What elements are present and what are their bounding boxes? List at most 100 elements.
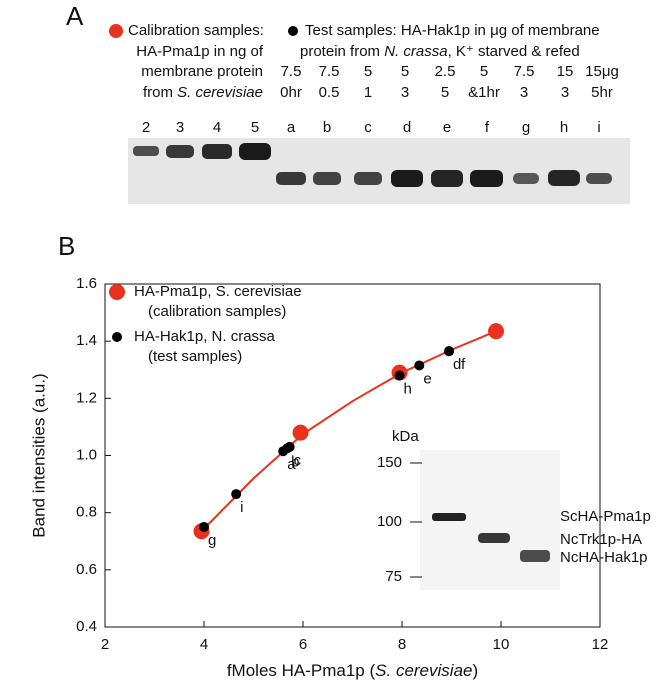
legend-dot [109, 24, 123, 38]
point [284, 441, 295, 452]
point [199, 521, 209, 532]
x-tick-label: 2 [101, 636, 109, 653]
point [394, 370, 405, 381]
column-label: 7.5 [514, 63, 535, 80]
column-label: 3 [561, 84, 569, 101]
lane-label: 3 [176, 119, 184, 136]
column-label: 15μg [585, 63, 619, 80]
text-segment: Calibration samples: [128, 22, 264, 39]
legend-label: HA-Hak1p, N. crassa [134, 328, 276, 345]
text-segment: HA-Pma1p in ng of [136, 43, 264, 60]
text-line: HA-Pma1p in ng of [136, 43, 264, 60]
y-tick-label: 1.2 [76, 389, 97, 406]
legend-description: (calibration samples) [148, 303, 286, 320]
point-label: f [461, 356, 466, 373]
column-label: 7.5 [281, 63, 302, 80]
legend-label: HA-Pma1p, S. cerevisiae [134, 283, 302, 300]
column-label: 15 [557, 63, 574, 80]
point-label: b [291, 453, 299, 470]
legend-dot [288, 26, 298, 36]
lane-label: e [443, 119, 451, 136]
point-label: e [423, 370, 431, 387]
y-axis-label: Band intensities (a.u.) [29, 373, 48, 537]
lane-label: f [485, 119, 490, 136]
inset-band-label: NcTrk1p-HA [560, 531, 642, 548]
lane-label: i [597, 119, 600, 136]
inset-unit: kDa [392, 428, 419, 445]
lane-label: d [403, 119, 411, 136]
text-line: Test samples: HA-Hak1p in μg of membrane [305, 22, 600, 39]
text-segment: Test samples: HA-Hak1p in μg of membrane [305, 22, 600, 39]
point-label: g [208, 532, 216, 549]
column-label: 5 [441, 84, 449, 101]
text-segment: ) [472, 661, 478, 680]
inset-bands [432, 513, 550, 562]
point [292, 424, 309, 441]
text-segment: protein from [300, 43, 384, 60]
text-line: from S. cerevisiae [143, 84, 263, 101]
text-segment: S. cerevisiae [177, 84, 263, 101]
column-label: 0.5 [319, 84, 340, 101]
lane-label: 5 [251, 119, 259, 136]
panel-label: B [58, 231, 75, 261]
text-line: Calibration samples: [128, 22, 264, 39]
column-label: 7.5 [319, 63, 340, 80]
point [488, 323, 505, 340]
lane-label: h [560, 119, 568, 136]
text-segment: N. crassa [384, 43, 447, 60]
y-tick-label: 0.6 [76, 561, 97, 578]
text-segment: , K⁺ starved & refed [448, 43, 580, 60]
y-tick-label: 0.4 [76, 618, 97, 635]
column-label: 5 [401, 63, 409, 80]
column-label: 5 [364, 63, 372, 80]
point [414, 360, 425, 371]
column-label: 3 [520, 84, 528, 101]
legend-description: (test samples) [148, 348, 242, 365]
x-tick-label: 10 [493, 636, 510, 653]
column-label: 3 [401, 84, 409, 101]
y-tick-label: 1.6 [76, 275, 97, 292]
panel-label: A [66, 1, 84, 31]
inset-marker: 100 [377, 513, 402, 530]
y-tick-label: 1.0 [76, 446, 97, 463]
x-tick-label: 8 [398, 636, 406, 653]
point-label: d [453, 356, 461, 373]
point-label: h [404, 380, 412, 397]
point-label: i [240, 499, 243, 516]
text-segment: S. cerevisiae [375, 661, 472, 680]
lane-label: g [522, 119, 530, 136]
text-line: fMoles HA-Pma1p (S. cerevisiae) [227, 661, 478, 680]
x-tick-label: 4 [200, 636, 208, 653]
y-tick-label: 0.8 [76, 504, 97, 521]
lane-label: b [323, 119, 331, 136]
text-line: membrane protein [141, 63, 263, 80]
point-label: a [287, 456, 296, 473]
blot-bands [133, 143, 612, 187]
column-label: &1hr [468, 84, 500, 101]
column-label: 0hr [280, 84, 302, 101]
legend-marker [112, 332, 122, 342]
column-label: 1 [364, 84, 372, 101]
lane-label: 4 [213, 119, 221, 136]
column-label: 5 [480, 63, 488, 80]
y-tick-label: 1.4 [76, 332, 97, 349]
x-tick-label: 6 [299, 636, 307, 653]
inset-marker: 150 [377, 454, 402, 471]
inset-marker: 75 [385, 568, 402, 585]
lane-label: c [364, 119, 372, 136]
point [444, 346, 455, 357]
legend-marker [109, 284, 125, 300]
column-label: 2.5 [435, 63, 456, 80]
text-segment: membrane protein [141, 63, 263, 80]
point-label: c [294, 452, 302, 469]
x-tick-label: 12 [592, 636, 609, 653]
column-label: 5hr [591, 84, 613, 101]
inset-band-label: NcHA-Hak1p [560, 549, 648, 566]
point [231, 489, 242, 500]
inset-band-label: ScHA-Pma1p [560, 508, 651, 525]
lane-label: a [287, 119, 296, 136]
text-line: protein from N. crassa, K⁺ starved & ref… [300, 43, 580, 60]
text-segment: from [143, 84, 177, 101]
lane-label: 2 [142, 119, 150, 136]
